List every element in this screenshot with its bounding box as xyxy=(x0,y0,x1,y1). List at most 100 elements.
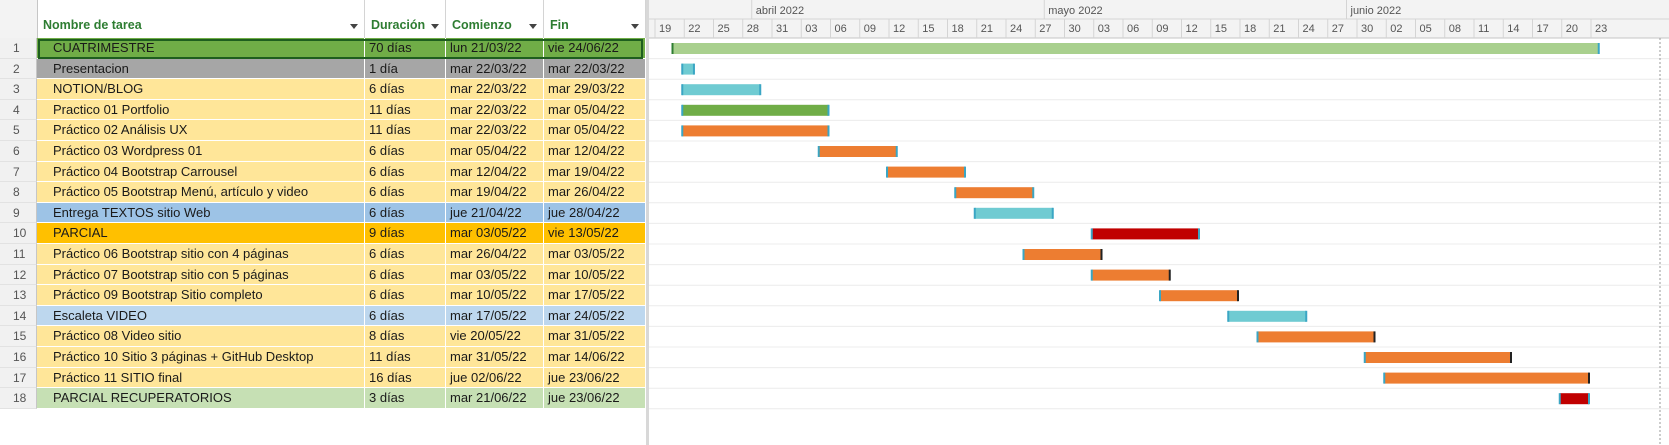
row-number[interactable]: 4 xyxy=(0,99,37,121)
start-date-cell[interactable]: mar 22/03/22 xyxy=(446,120,544,141)
start-date-cell[interactable]: mar 03/05/22 xyxy=(446,223,544,244)
start-date-cell[interactable]: mar 31/05/22 xyxy=(446,347,544,368)
duration-cell[interactable]: 6 días xyxy=(365,202,446,224)
start-date-cell[interactable]: mar 19/04/22 xyxy=(446,182,544,203)
gantt-bar[interactable] xyxy=(1559,393,1589,405)
table-row[interactable]: 4 Practico 01 Portfolio 11 días mar 22/03/2… xyxy=(0,99,648,121)
table-row[interactable]: 15 Práctico 08 Video sitio 8 días vie 20/05… xyxy=(0,326,648,347)
task-name-cell[interactable]: PARCIAL xyxy=(37,223,365,244)
start-date-cell[interactable]: vie 20/05/22 xyxy=(446,326,544,347)
row-number[interactable]: 14 xyxy=(0,305,37,327)
table-row[interactable]: 9 Entrega TEXTOS sitio Web 6 días jue 21/04… xyxy=(0,202,648,224)
task-name-cell[interactable]: Práctico 03 Wordpress 01 xyxy=(37,141,365,162)
end-date-cell[interactable]: mar 14/06/22 xyxy=(544,347,646,368)
gantt-bar[interactable] xyxy=(887,166,965,178)
select-all-corner[interactable] xyxy=(0,0,38,38)
end-date-cell[interactable]: mar 05/04/22 xyxy=(544,99,646,121)
duration-cell[interactable]: 6 días xyxy=(365,305,446,327)
task-name-cell[interactable]: Práctico 11 SITIO final xyxy=(37,367,365,389)
row-number[interactable]: 6 xyxy=(0,141,37,162)
table-row[interactable]: 17 Práctico 11 SITIO final 16 días jue 02/0… xyxy=(0,367,648,389)
duration-cell[interactable]: 11 días xyxy=(365,120,446,141)
gantt-bar[interactable] xyxy=(1023,249,1102,260)
row-number[interactable]: 12 xyxy=(0,264,37,286)
gantt-bar[interactable] xyxy=(1160,290,1238,302)
row-number[interactable]: 9 xyxy=(0,202,37,224)
view-splitter[interactable] xyxy=(646,0,649,445)
table-row[interactable]: 2 Presentacion 1 día mar 22/03/22 mar 22/03/… xyxy=(0,58,648,80)
duration-cell[interactable]: 9 días xyxy=(365,223,446,244)
end-date-cell[interactable]: jue 23/06/22 xyxy=(544,367,646,389)
table-row[interactable]: 13 Práctico 09 Bootstrap Sitio completo 6 … xyxy=(0,285,648,306)
end-date-cell[interactable]: jue 28/04/22 xyxy=(544,202,646,224)
gantt-bar[interactable] xyxy=(682,125,829,137)
gantt-bar[interactable] xyxy=(1257,331,1375,343)
gantt-bar[interactable] xyxy=(672,43,1599,54)
start-date-cell[interactable]: mar 17/05/22 xyxy=(446,305,544,327)
gantt-bar[interactable] xyxy=(682,84,761,96)
table-row[interactable]: 3 NOTION/BLOG 6 días mar 22/03/22 mar 29/03/… xyxy=(0,79,648,100)
start-date-cell[interactable]: mar 05/04/22 xyxy=(446,141,544,162)
gantt-bar[interactable] xyxy=(1091,269,1170,281)
duration-cell[interactable]: 1 día xyxy=(365,58,446,80)
task-name-cell[interactable]: Entrega TEXTOS sitio Web xyxy=(37,202,365,224)
filter-arrow-icon[interactable] xyxy=(431,24,439,29)
row-number[interactable]: 8 xyxy=(0,182,37,203)
gantt-bar[interactable] xyxy=(1384,372,1589,384)
duration-cell[interactable]: 11 días xyxy=(365,347,446,368)
start-date-cell[interactable]: mar 03/05/22 xyxy=(446,264,544,286)
end-date-cell[interactable]: jue 23/06/22 xyxy=(544,388,646,409)
duration-cell[interactable]: 16 días xyxy=(365,367,446,389)
table-row[interactable]: 14 Escaleta VIDEO 6 días mar 17/05/22 mar 24… xyxy=(0,305,648,327)
start-date-cell[interactable]: mar 12/04/22 xyxy=(446,161,544,183)
row-number[interactable]: 13 xyxy=(0,285,37,306)
table-row[interactable]: 11 Práctico 06 Bootstrap sitio con 4 pági… xyxy=(0,244,648,265)
table-row[interactable]: 7 Práctico 04 Bootstrap Carrousel 6 días ma… xyxy=(0,161,648,183)
task-name-cell[interactable]: Práctico 09 Bootstrap Sitio completo xyxy=(37,285,365,306)
end-date-cell[interactable]: mar 12/04/22 xyxy=(544,141,646,162)
start-date-cell[interactable]: mar 21/06/22 xyxy=(446,388,544,409)
end-date-cell[interactable]: mar 24/05/22 xyxy=(544,305,646,327)
end-date-cell[interactable]: mar 19/04/22 xyxy=(544,161,646,183)
end-date-cell[interactable]: mar 03/05/22 xyxy=(544,244,646,265)
end-date-cell[interactable]: mar 17/05/22 xyxy=(544,285,646,306)
duration-cell[interactable]: 8 días xyxy=(365,326,446,347)
task-name-cell[interactable]: Práctico 05 Bootstrap Menú, artículo y v… xyxy=(37,182,365,203)
table-row[interactable]: 10 PARCIAL 9 días mar 03/05/22 vie 13/05/22 xyxy=(0,223,648,244)
row-number[interactable]: 18 xyxy=(0,388,37,409)
end-date-cell[interactable]: mar 29/03/22 xyxy=(544,79,646,100)
row-number[interactable]: 11 xyxy=(0,244,37,265)
table-row[interactable]: 5 Práctico 02 Análisis UX 11 días mar 22/03… xyxy=(0,120,648,141)
gantt-bar[interactable] xyxy=(955,187,1034,199)
table-row[interactable]: 18 PARCIAL RECUPERATORIOS 3 días mar 21/06/… xyxy=(0,388,648,409)
duration-cell[interactable]: 6 días xyxy=(365,264,446,286)
gantt-bar[interactable] xyxy=(1091,228,1199,240)
task-name-cell[interactable]: Practico 01 Portfolio xyxy=(37,99,365,121)
end-date-cell[interactable]: mar 10/05/22 xyxy=(544,264,646,286)
column-header-end[interactable]: Fin xyxy=(544,0,646,38)
filter-arrow-icon[interactable] xyxy=(631,24,639,29)
duration-cell[interactable]: 6 días xyxy=(365,285,446,306)
gantt-bar[interactable] xyxy=(682,104,829,116)
task-name-cell[interactable]: Práctico 10 Sitio 3 páginas + GitHub Des… xyxy=(37,347,365,368)
duration-cell[interactable]: 70 días xyxy=(365,38,446,59)
start-date-cell[interactable]: mar 22/03/22 xyxy=(446,79,544,100)
end-date-cell[interactable]: mar 26/04/22 xyxy=(544,182,646,203)
row-number[interactable]: 7 xyxy=(0,161,37,183)
task-name-cell[interactable]: PARCIAL RECUPERATORIOS xyxy=(37,388,365,409)
start-date-cell[interactable]: lun 21/03/22 xyxy=(446,38,544,59)
end-date-cell[interactable]: mar 05/04/22 xyxy=(544,120,646,141)
row-number[interactable]: 1 xyxy=(0,38,37,59)
start-date-cell[interactable]: mar 10/05/22 xyxy=(446,285,544,306)
duration-cell[interactable]: 6 días xyxy=(365,79,446,100)
row-number[interactable]: 10 xyxy=(0,223,37,244)
table-row[interactable]: 1 CUATRIMESTRE 70 días lun 21/03/22 vie 24/0… xyxy=(0,38,648,59)
end-date-cell[interactable]: mar 22/03/22 xyxy=(544,58,646,80)
row-number[interactable]: 16 xyxy=(0,347,37,368)
task-name-cell[interactable]: CUATRIMESTRE xyxy=(37,38,365,59)
gantt-bar[interactable] xyxy=(974,207,1053,219)
duration-cell[interactable]: 6 días xyxy=(365,161,446,183)
start-date-cell[interactable]: jue 21/04/22 xyxy=(446,202,544,224)
gantt-bar[interactable] xyxy=(1228,310,1307,322)
column-header-duration[interactable]: Duración xyxy=(365,0,446,38)
